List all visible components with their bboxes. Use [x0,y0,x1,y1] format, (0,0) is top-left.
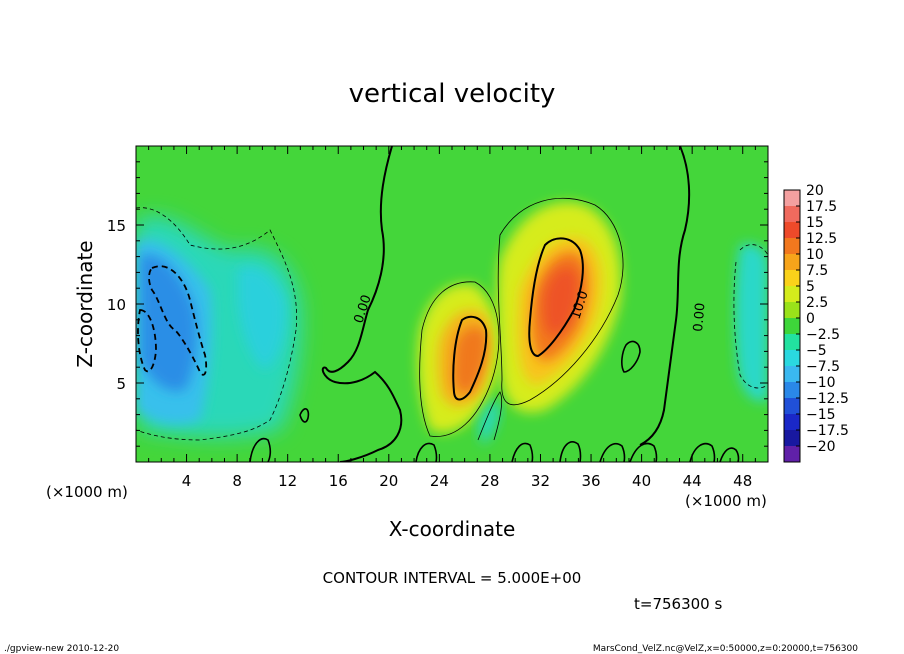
x-tick-label: 8 [232,472,242,490]
colorbar-swatch [784,446,800,463]
colorbar-frame [783,189,801,463]
colorbar-swatch [784,302,800,319]
x-unit-left: (×1000 m) [46,483,128,501]
colorbar-swatch [784,430,800,447]
colorbar-label: 20 [806,183,824,199]
colorbar-label: 5 [806,279,815,295]
contour-bottom-cells [249,408,740,462]
contour-neg-five-right [733,244,768,389]
colorbar-label: −15 [806,407,836,423]
colorbar-label: 17.5 [806,199,837,215]
contour-five-left [419,281,500,437]
colorbar-swatch [784,238,800,255]
colorbar-swatch [784,382,800,399]
contour-interval-label: CONTOUR INTERVAL = 5.000E+00 [323,569,582,587]
contour-zero-a [321,146,403,462]
colorbar-swatch [784,350,800,367]
colorbar-label: 7.5 [806,263,828,279]
x-tick-label: 24 [430,472,449,490]
updraft-right [497,202,622,413]
chart-title: vertical velocity [349,79,556,109]
contour-ten-left [452,315,488,401]
colorbar-swatch [784,286,800,303]
colorbar-label: −5 [806,343,827,359]
y-axis-label: Z-coordinate [73,240,97,367]
time-label: t=756300 s [634,595,722,613]
colorbar-swatch [784,334,800,351]
colorbar-label: −20 [806,439,836,455]
colorbar-swatch [784,206,800,223]
x-tick-label: 36 [581,472,600,490]
colorbar-label: −7.5 [806,359,840,375]
colorbar-label: −12.5 [806,391,849,407]
contours [136,146,768,462]
downdraft-right [735,243,768,402]
downdraft-left [136,216,302,438]
colorbar-label: −2.5 [806,327,840,343]
colorbar-swatch [784,270,800,287]
contour-cell-a [621,340,641,373]
x-tick-label: 28 [480,472,499,490]
contour-ten-right [528,237,584,358]
contour-five-outer [497,197,624,406]
x-tick-label: 12 [278,472,297,490]
colorbar-swatch [784,190,800,207]
x-tick-label: 32 [531,472,550,490]
contour-label-zero-b: 0.00 [691,302,708,332]
colorbar-swatch [784,414,800,431]
y-tick-label: 5 [116,375,126,393]
colorbar-swatch [784,398,800,415]
x-axis-label: X-coordinate [389,517,516,541]
plot-area: 0.00 10.0 0.00 [136,146,768,462]
y-tick-label: 10 [107,296,126,314]
y-axis: 5 10 15 [107,161,768,447]
contour-neg-ten [148,265,208,376]
colorbar-label: 0 [806,311,815,327]
footer-left: ./gpview-new 2010-12-20 [4,644,119,654]
contour-neg-ten-b [137,309,157,373]
x-tick-label: 16 [329,472,348,490]
contour-zero-b [639,146,691,446]
x-tick-label: 44 [683,472,702,490]
x-tick-label: 20 [379,472,398,490]
x-tick-label: 4 [182,472,192,490]
colorbar-swatch [784,366,800,383]
colorbar-label: 12.5 [806,231,837,247]
colorbar-swatch [784,222,800,239]
x-unit-right: (×1000 m) [685,492,767,510]
colorbar-label: 2.5 [806,295,828,311]
colorbar-swatch [784,254,800,271]
updraft-left [417,283,499,433]
x-tick-label: 40 [632,472,651,490]
colorbar-label: 10 [806,247,824,263]
contour-thin-updraft [477,391,502,441]
colorbar-label: 15 [806,215,824,231]
colorbar-label: −17.5 [806,423,849,439]
colorbar-swatch [784,318,800,335]
x-tick-label: 48 [733,472,752,490]
y-tick-label: 15 [107,217,126,235]
footer-right: MarsCond_VelZ.nc@VelZ,x=0:50000,z=0:2000… [593,644,858,654]
colorbar: 2017.51512.5107.552.50−2.5−5−7.5−10−12.5… [783,183,849,463]
colorbar-label: −10 [806,375,836,391]
x-axis: 4 8 12 16 20 24 28 32 36 40 44 48 [148,146,756,490]
downdraft-center [478,401,500,445]
